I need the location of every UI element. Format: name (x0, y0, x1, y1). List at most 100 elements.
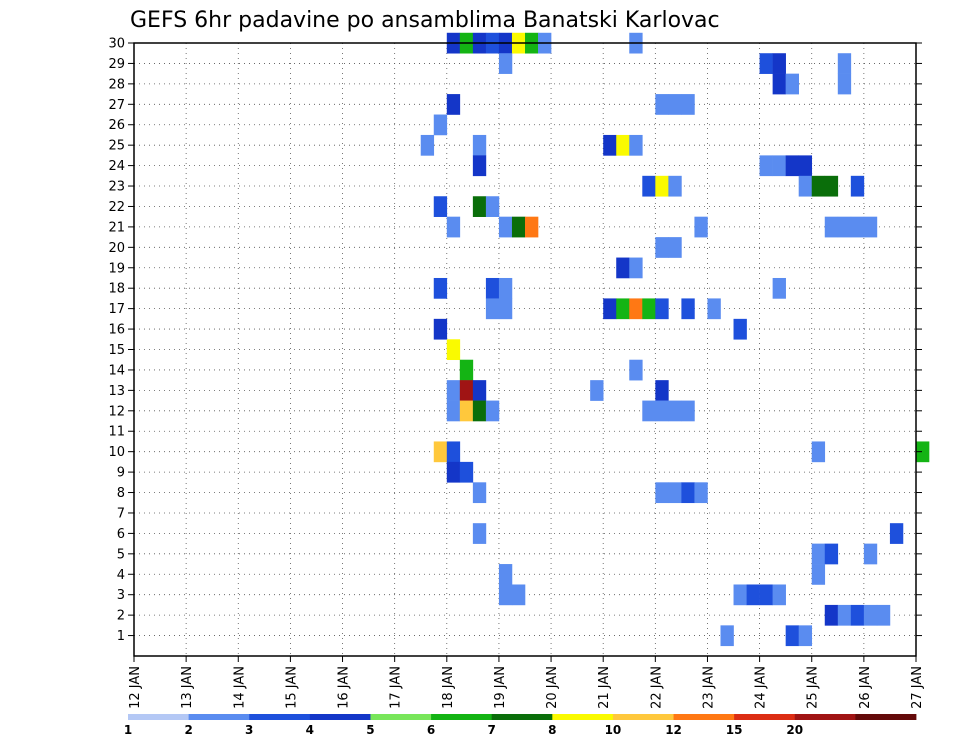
precip-cell (785, 155, 799, 177)
colorbar-segment (734, 714, 796, 720)
y-tick-label: 23 (108, 180, 125, 195)
colorbar-segment (855, 714, 917, 720)
precip-cell (811, 441, 826, 463)
precip-cell (446, 441, 461, 463)
precip-cell (824, 604, 839, 626)
x-tick-label: 17 JAN (389, 666, 404, 709)
precip-cell (603, 134, 617, 156)
precip-cell (655, 380, 669, 401)
precip-cell (850, 216, 865, 238)
precip-cell (824, 216, 839, 238)
y-axis-ticks: 1234567891011121314151617181920212223242… (108, 37, 922, 644)
precip-cell (681, 482, 695, 504)
precip-cell (446, 94, 461, 115)
precip-cell (642, 298, 656, 320)
chart-title: GEFS 6hr padavine po ansamblima Banatski… (130, 8, 720, 33)
precip-cell (655, 175, 669, 197)
colorbar-segment (249, 714, 311, 720)
colorbar-segment (612, 714, 674, 720)
precip-cell (603, 298, 617, 320)
precip-cell (616, 298, 630, 320)
colorbar-segment (370, 714, 432, 720)
precip-cell (433, 114, 448, 136)
precip-cell (459, 359, 474, 381)
colorbar-label: 6 (427, 723, 435, 737)
precip-cell (498, 216, 513, 238)
y-tick-label: 28 (108, 77, 125, 92)
y-tick-label: 5 (117, 547, 125, 562)
precip-cell (472, 134, 487, 156)
colorbar-label: 12 (665, 723, 682, 737)
precip-cell (433, 318, 448, 340)
precip-cell (863, 604, 878, 626)
precip-cell (837, 216, 852, 238)
x-tick-label: 16 JAN (337, 666, 352, 709)
precip-cell (772, 584, 786, 606)
precip-cell (459, 380, 474, 401)
colorbar-segment (128, 714, 190, 720)
precip-cell (433, 196, 448, 217)
precip-cell (733, 584, 747, 606)
x-axis-ticks: 12 JAN 13 JAN 14 JAN 15 JAN 16 JAN 17 JAN 18 J… (128, 656, 925, 709)
y-tick-label: 11 (108, 425, 125, 440)
precip-cell (498, 53, 513, 74)
x-tick-label: 21 JAN (597, 666, 612, 709)
precip-cell (681, 94, 695, 115)
colorbar-segment (673, 714, 735, 720)
precip-cell (668, 175, 682, 197)
y-tick-label: 17 (108, 302, 125, 317)
y-tick-label: 25 (108, 139, 125, 154)
precip-cell (850, 175, 865, 197)
precip-cell (590, 380, 604, 401)
y-tick-label: 3 (117, 588, 125, 603)
precip-cell (459, 400, 474, 422)
precip-cell (472, 482, 487, 504)
precip-cell (837, 53, 852, 74)
x-tick-label: 13 JAN (180, 666, 195, 709)
colorbar-label: 2 (184, 723, 192, 737)
precip-cell (668, 94, 682, 115)
precip-cell (811, 543, 826, 565)
y-tick-label: 8 (117, 486, 125, 501)
precip-cell (642, 400, 656, 422)
y-tick-label: 12 (108, 404, 125, 419)
y-tick-label: 19 (108, 261, 125, 276)
grid-lines (133, 42, 917, 656)
x-tick-label: 14 JAN (232, 666, 247, 709)
x-tick-label: 15 JAN (284, 666, 299, 709)
precip-cell (433, 441, 448, 463)
precip-cell (916, 441, 930, 463)
precip-cell (811, 564, 826, 585)
colorbar-segment (794, 714, 856, 720)
precip-cell (629, 359, 643, 381)
y-tick-label: 13 (108, 384, 125, 399)
precip-cell (629, 298, 643, 320)
precip-cell (837, 604, 852, 626)
y-tick-label: 10 (108, 445, 125, 460)
precip-cell (798, 175, 813, 197)
precip-cell (720, 625, 734, 647)
precip-cell (668, 482, 682, 504)
precip-cell (420, 134, 435, 156)
precip-cell (889, 523, 904, 544)
x-tick-label: 26 JAN (858, 666, 873, 709)
y-tick-label: 24 (108, 159, 125, 174)
precip-cell (459, 461, 474, 483)
y-tick-label: 1 (117, 629, 125, 644)
precip-cell (798, 625, 813, 647)
y-tick-label: 21 (108, 220, 125, 235)
precip-cell (629, 257, 643, 279)
precip-cell (746, 584, 760, 606)
y-tick-label: 27 (108, 98, 125, 113)
colorbar-label: 5 (366, 723, 374, 737)
precip-cell (811, 175, 826, 197)
precip-cell (485, 196, 500, 217)
y-tick-label: 22 (108, 200, 125, 215)
precip-cell (759, 155, 773, 177)
x-tick-label: 18 JAN (441, 666, 456, 709)
colorbar-label: 10 (605, 723, 622, 737)
x-tick-label: 27 JAN (910, 666, 925, 709)
precip-cell (498, 564, 513, 585)
precip-cell (616, 257, 630, 279)
